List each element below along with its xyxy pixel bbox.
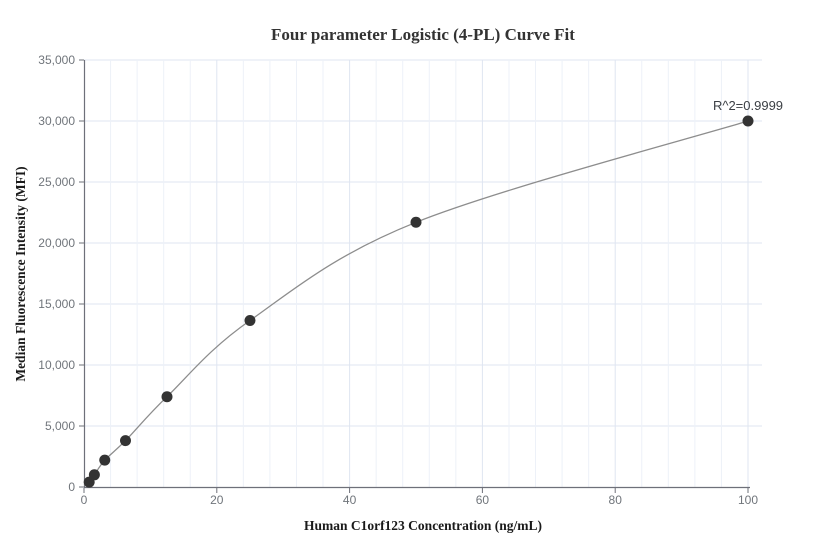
y-tick-label: 20,000 [38, 236, 75, 250]
x-tick-label: 80 [609, 493, 623, 507]
data-point [161, 391, 173, 403]
y-tick-label: 30,000 [38, 114, 75, 128]
y-tick-label: 25,000 [38, 175, 75, 189]
data-point [244, 314, 256, 326]
x-tick-label: 0 [81, 493, 88, 507]
y-tick-label: 5,000 [45, 419, 75, 433]
r-squared-annotation: R^2=0.9999 [713, 98, 783, 113]
y-tick-label: 10,000 [38, 358, 75, 372]
x-tick-label: 100 [738, 493, 758, 507]
fit-curve [83, 120, 749, 486]
y-axis-title: Median Fluorescence Intensity (MFI) [13, 166, 28, 382]
x-tick-label: 60 [476, 493, 490, 507]
data-point [88, 469, 100, 481]
data-point [410, 216, 422, 228]
y-tick-label: 0 [68, 480, 75, 494]
y-tick-label: 35,000 [38, 53, 75, 67]
chart-title: Four parameter Logistic (4-PL) Curve Fit [271, 25, 575, 44]
y-tick-label: 15,000 [38, 297, 75, 311]
x-axis-title: Human C1orf123 Concentration (ng/mL) [303, 518, 543, 533]
x-tick-label: 20 [210, 493, 224, 507]
data-point [120, 435, 131, 447]
x-tick-label: 40 [343, 493, 357, 507]
data-point [99, 454, 111, 466]
data-point [742, 115, 754, 127]
